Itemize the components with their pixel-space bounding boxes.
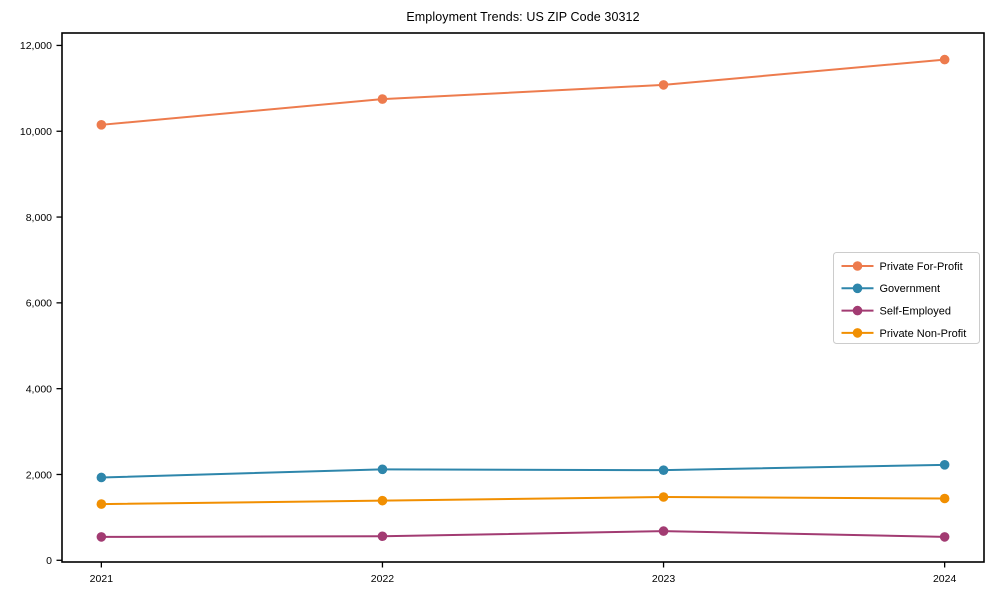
x-axis-tick-label: 2021 [90, 573, 114, 585]
data-point-government-2023 [658, 465, 669, 475]
legend-label-private-non-profit: Private Non-Profit [880, 328, 967, 340]
legend-marker-self-employed [852, 305, 863, 316]
data-point-private-non-profit-2021 [96, 499, 107, 509]
data-point-self-employed-2023 [658, 526, 669, 536]
data-point-government-2021 [96, 472, 107, 483]
legend-label-private-for-profit: Private For-Profit [880, 261, 963, 273]
x-axis-tick-label: 2023 [652, 573, 676, 585]
y-axis-tick-label: 2,000 [26, 469, 52, 481]
x-axis-tick-label: 2022 [371, 573, 395, 585]
data-point-self-employed-2024 [939, 532, 950, 542]
y-axis-tick-label: 12,000 [20, 40, 52, 52]
data-point-private-non-profit-2024 [939, 493, 950, 504]
legend-box [833, 252, 980, 344]
data-point-private-for-profit-2021 [96, 120, 107, 130]
data-point-government-2022 [377, 464, 388, 475]
data-point-private-non-profit-2022 [377, 495, 388, 506]
series-line-private-for-profit [101, 58, 945, 126]
legend-label-self-employed: Self-Employed [880, 306, 952, 318]
series-line-government [101, 463, 945, 479]
data-point-self-employed-2022 [377, 531, 388, 542]
plot-area-border [61, 32, 985, 563]
series-line-self-employed [101, 530, 945, 538]
legend-marker-private-for-profit [852, 261, 863, 271]
y-axis-tick-label: 6,000 [26, 298, 52, 310]
data-point-self-employed-2021 [96, 532, 107, 542]
legend-label-government: Government [880, 283, 941, 295]
legend-marker-government [852, 283, 863, 294]
data-point-private-for-profit-2023 [658, 80, 669, 90]
data-point-government-2024 [939, 460, 950, 470]
series-line-private-non-profit [101, 496, 945, 506]
data-point-private-non-profit-2023 [658, 492, 669, 502]
y-axis-tick-label: 8,000 [26, 212, 52, 224]
legend-marker-private-non-profit [852, 328, 863, 338]
chart-title: Employment Trends: US ZIP Code 30312 [406, 10, 640, 24]
data-point-private-for-profit-2022 [377, 94, 388, 104]
y-axis-tick-label: 10,000 [20, 126, 52, 138]
y-axis-tick-label: 0 [46, 555, 52, 567]
data-point-private-for-profit-2024 [939, 54, 950, 65]
x-axis-tick-label: 2024 [933, 573, 957, 585]
y-axis-tick-label: 4,000 [26, 383, 52, 395]
